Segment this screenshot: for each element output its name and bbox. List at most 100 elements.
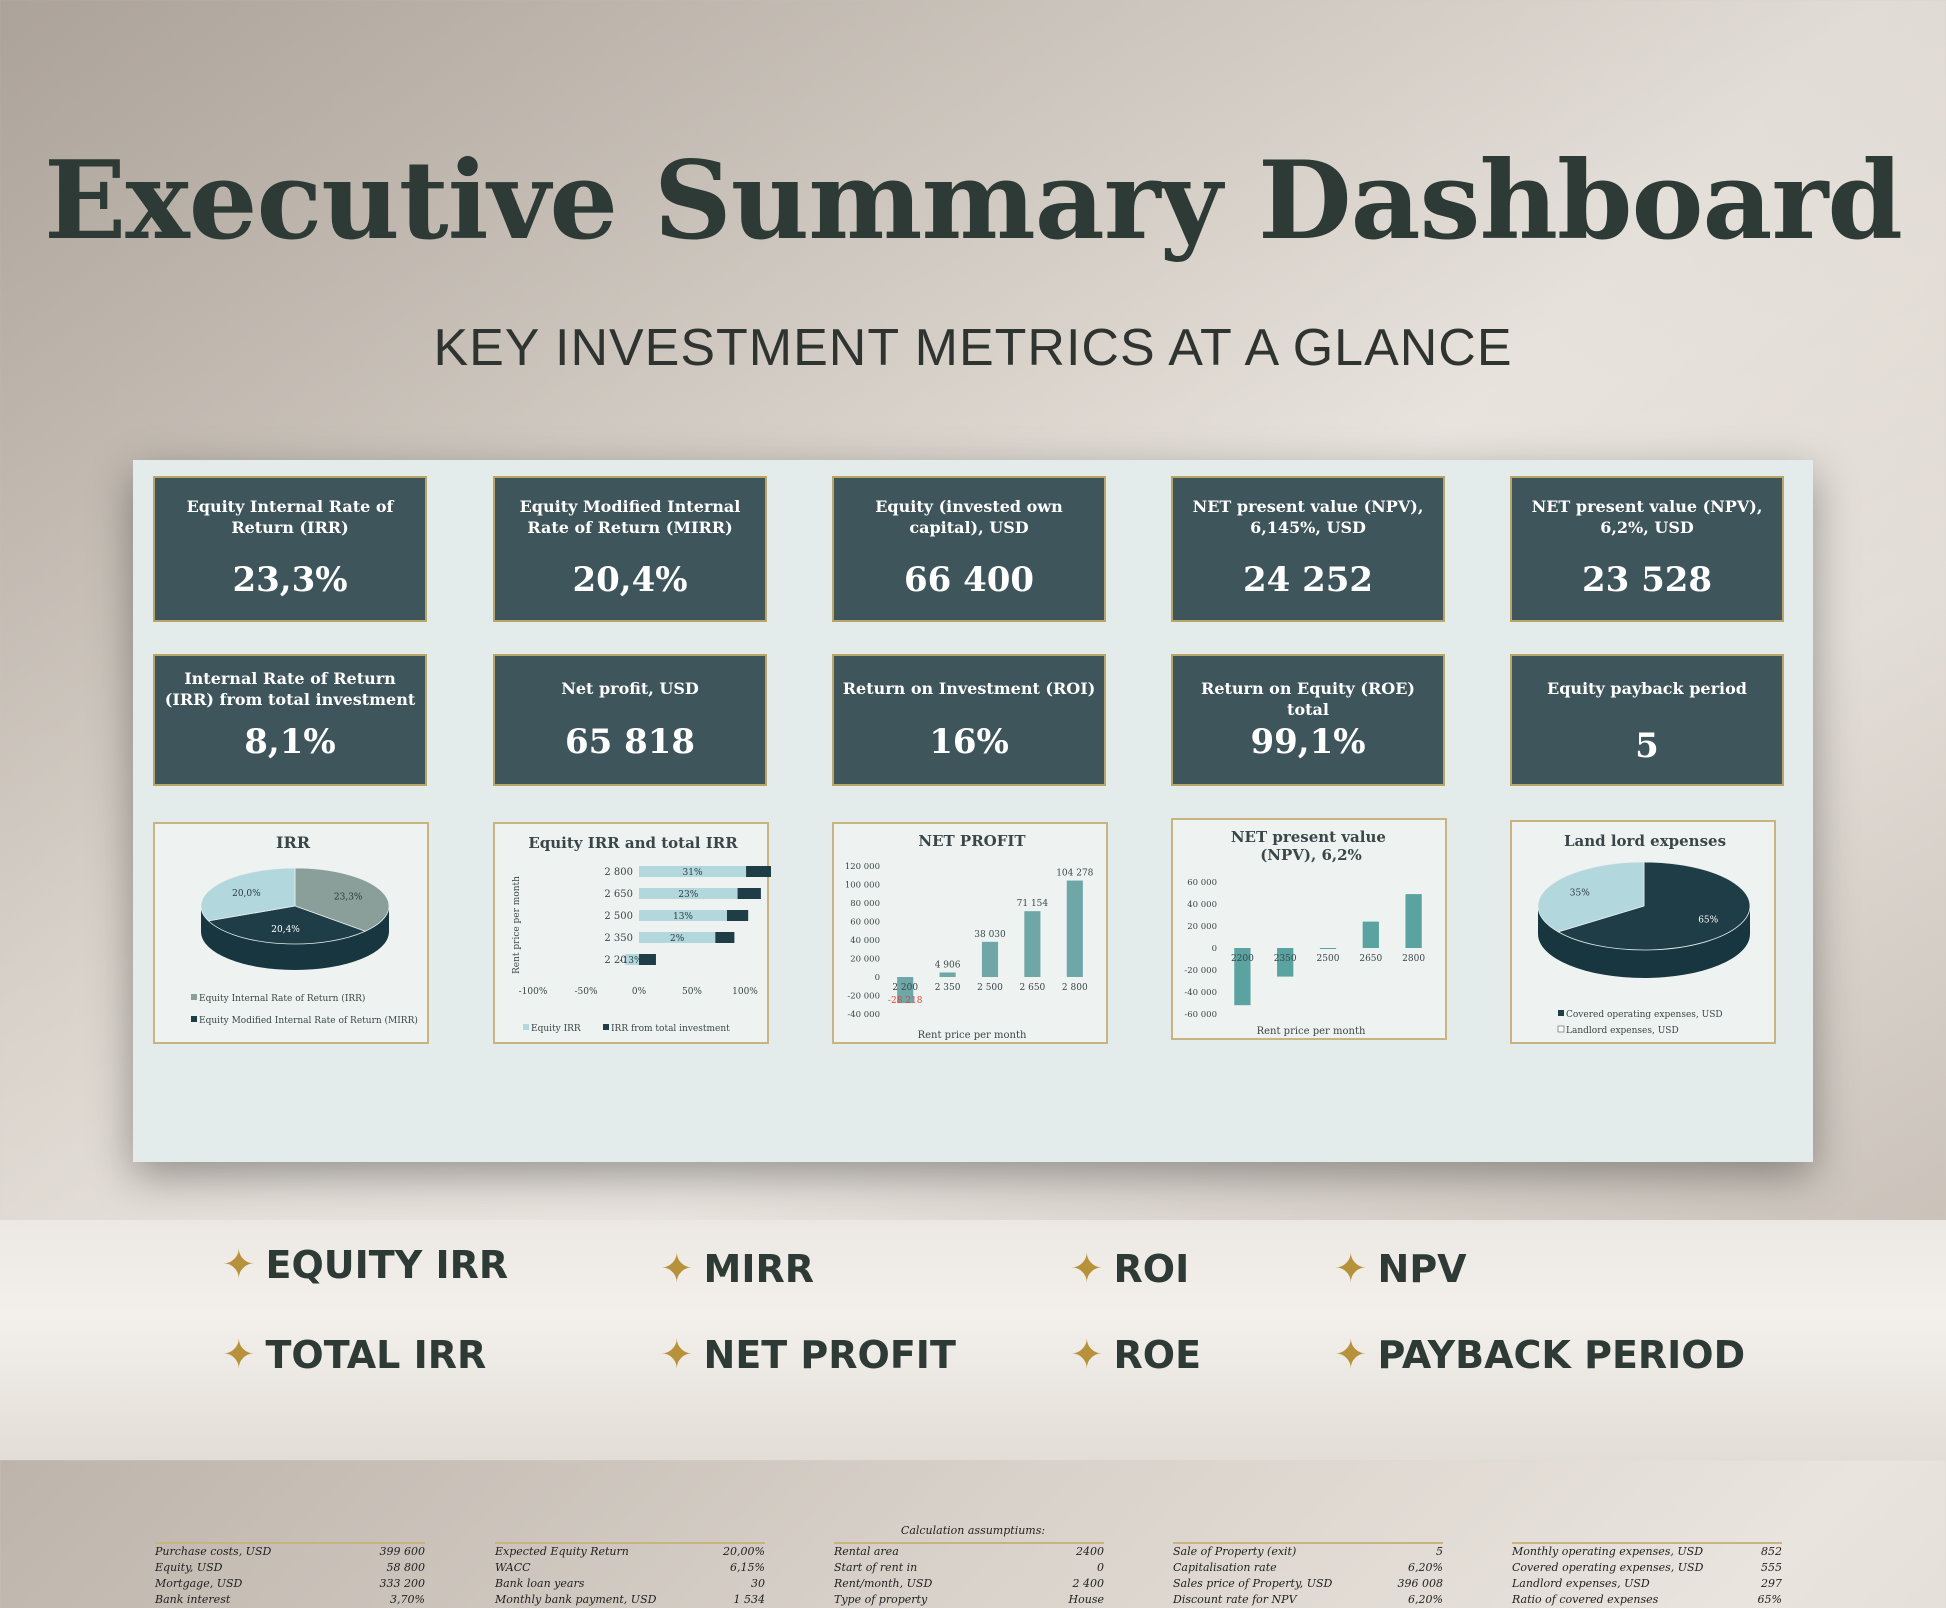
- bar-total-irr: [639, 954, 656, 965]
- category-label: 2 200: [604, 955, 633, 966]
- assumptions-column: Monthly operating expenses, USD 852 Covere…: [1512, 1542, 1782, 1608]
- assumption-label: Equity, USD: [155, 1561, 223, 1574]
- bar-label: -13%: [619, 956, 642, 966]
- assumption-value: 5: [1436, 1545, 1443, 1558]
- bar-equity-irr: [639, 888, 738, 899]
- assumption-label: Start of rent in: [834, 1561, 918, 1574]
- y-tick-label: 0: [875, 973, 880, 983]
- kpi-label: NET present value (NPV), 6,2%, USD: [1531, 497, 1763, 537]
- pie-slice: [207, 905, 367, 945]
- category-label: 2 650: [604, 889, 633, 900]
- bar-equity-irr: [639, 932, 716, 943]
- bar: [1405, 894, 1422, 948]
- star-icon: ✦: [222, 1242, 256, 1288]
- kpi-label: Internal Rate of Return (IRR) from total…: [164, 669, 416, 709]
- pie-slice-label: 20,4%: [271, 925, 300, 935]
- floor: [0, 1220, 1946, 1460]
- kpi-npv-6145: NET present value (NPV), 6,145%, USD 24 …: [1171, 476, 1445, 622]
- legend-swatch-total-irr: [603, 1024, 609, 1030]
- bar-equity-irr: [639, 910, 727, 921]
- kpi-value: 20,4%: [572, 560, 688, 600]
- assumption-label: Bank interest: [155, 1593, 231, 1606]
- bar-label: 23%: [678, 890, 698, 900]
- x-tick-label: 2 800: [1062, 983, 1088, 993]
- assumption-label: Sale of Property (exit): [1173, 1545, 1297, 1558]
- assumption-label: Mortgage, USD: [155, 1577, 243, 1590]
- kpi-label: Return on Investment (ROI): [842, 679, 1096, 698]
- legend-swatch-landlord: [1557, 1025, 1565, 1033]
- assumption-row: Monthly operating expenses, USD 852: [1512, 1544, 1782, 1560]
- assumption-row: Landlord expenses, USD 297: [1512, 1576, 1782, 1592]
- kpi-label: Return on Equity (ROE) total: [1201, 679, 1415, 719]
- legend-landlord: Landlord expenses, USD: [1566, 1026, 1679, 1036]
- kpi-value: 16%: [929, 722, 1009, 762]
- y-tick-label: 60 000: [1187, 878, 1217, 888]
- bar-equity-irr: [625, 954, 639, 965]
- kpi-equity-mirr: Equity Modified Internal Rate of Return …: [493, 476, 767, 622]
- star-icon: ✦: [1070, 1332, 1104, 1378]
- y-tick-label: 80 000: [850, 899, 880, 909]
- assumptions-column: Rental area 2400 Start of rent in 0 Rent/mon…: [834, 1542, 1104, 1608]
- category-label: 2 800: [604, 867, 633, 878]
- kpi-equity-irr: Equity Internal Rate of Return (IRR) 23,…: [153, 476, 427, 622]
- kpi-total-irr: Internal Rate of Return (IRR) from total…: [153, 654, 427, 786]
- kpi-npv-62: NET present value (NPV), 6,2%, USD 23 52…: [1510, 476, 1784, 622]
- chart-irr: IRR 23,3% 20,4% 20,0% Equity Internal Rate…: [153, 822, 429, 1044]
- y-tick-label: 20 000: [850, 955, 880, 965]
- y-tick-label: 40 000: [1187, 900, 1217, 910]
- feature-item: ✦ PAYBACK PERIOD: [1334, 1332, 1745, 1378]
- y-tick-label: -20 000: [1184, 966, 1217, 976]
- assumption-value: 6,20%: [1408, 1593, 1443, 1606]
- assumption-value: 6,15%: [730, 1561, 765, 1574]
- assumption-value: 396 008: [1397, 1577, 1444, 1590]
- y-tick-label: -40 000: [847, 1010, 880, 1020]
- x-axis-label: Rent price per month: [918, 1030, 1027, 1041]
- x-tick-label: 100%: [732, 987, 758, 997]
- category-label: 2 350: [604, 933, 633, 944]
- assumptions-column: Purchase costs, USD 399 600 Equity, USD 58 …: [155, 1542, 425, 1608]
- assumption-value: 333 200: [379, 1577, 426, 1590]
- assumptions-column: Sale of Property (exit) 5 Capitalisation r…: [1173, 1542, 1443, 1608]
- feature-item: ✦ NET PROFIT: [660, 1332, 956, 1378]
- kpi-roe: Return on Equity (ROE) total 99,1%: [1171, 654, 1445, 786]
- assumptions-column: Expected Equity Return 20,00% WACC 6,15% Ban…: [495, 1542, 765, 1608]
- x-tick-label: 0%: [632, 987, 647, 997]
- legend-total-irr: IRR from total investment: [611, 1024, 730, 1034]
- pie-slice: [200, 867, 296, 922]
- kpi-label: Equity payback period: [1547, 679, 1747, 698]
- assumption-row: Bank interest 3,70%: [155, 1592, 425, 1608]
- y-axis-label: Rent price per month: [512, 876, 522, 974]
- assumption-row: Equity, USD 58 800: [155, 1560, 425, 1576]
- assumption-value: 30: [751, 1577, 765, 1590]
- assumption-label: Rental area: [834, 1545, 899, 1558]
- bar-equity-irr: [639, 866, 747, 877]
- kpi-value: 24 252: [1242, 560, 1374, 600]
- assumption-row: WACC 6,15%: [495, 1560, 765, 1576]
- chart-net-profit: NET PROFIT 120 000 100 000 80 000 60 000 40 …: [832, 822, 1108, 1044]
- assumption-row: Discount rate for NPV 6,20%: [1173, 1592, 1443, 1608]
- kpi-label: Equity Modified Internal Rate of Return …: [519, 497, 741, 537]
- chart-title: IRR: [276, 833, 311, 852]
- y-tick-label: -60 000: [1184, 1010, 1217, 1020]
- assumption-label: Expected Equity Return: [495, 1545, 629, 1558]
- y-tick-label: 40 000: [850, 936, 880, 946]
- chart-equity-irr: Equity IRR and total IRR Rent price per …: [493, 822, 771, 1044]
- x-tick-label: 2500: [1317, 954, 1340, 964]
- feature-item: ✦ ROE: [1070, 1332, 1201, 1378]
- assumption-value: 399 600: [379, 1545, 426, 1558]
- legend-swatch-mirr: [191, 1016, 197, 1022]
- kpi-value: 23,3%: [232, 560, 348, 600]
- bar: [1066, 880, 1083, 977]
- assumption-row: Rental area 2400: [834, 1544, 1104, 1560]
- bar-label: 13%: [673, 912, 693, 922]
- bar-label: 31%: [683, 868, 703, 878]
- kpi-value: 5: [1635, 726, 1659, 766]
- bar-total-irr: [737, 888, 761, 899]
- feature-label: NET PROFIT: [703, 1333, 956, 1377]
- assumption-label: Discount rate for NPV: [1173, 1593, 1297, 1606]
- kpi-equity-capital: Equity (invested own capital), USD 66 40…: [832, 476, 1106, 622]
- assumption-value: 2400: [1076, 1545, 1104, 1558]
- chart-title-line: (NPV), 6,2%: [1260, 846, 1362, 864]
- feature-label: TOTAL IRR: [265, 1333, 487, 1377]
- legend-swatch-covered: [1558, 1010, 1564, 1016]
